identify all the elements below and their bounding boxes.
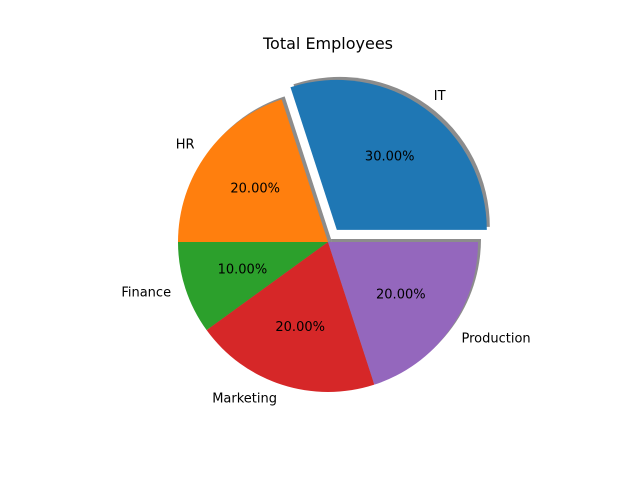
slice-percent-finance: 10.00%	[218, 262, 268, 277]
slice-label-production: Production	[461, 331, 530, 346]
slice-marketing	[206, 242, 375, 392]
slice-label-marketing: Marketing	[212, 391, 277, 406]
slice-label-finance: Finance	[121, 285, 171, 300]
slice-percent-it: 30.00%	[365, 150, 415, 165]
slice-production	[328, 242, 478, 385]
slice-label-hr: HR	[176, 138, 195, 153]
slice-label-it: IT	[434, 89, 446, 104]
slice-percent-labels: 30.00% 20.00% 10.00% 20.00% 20.00%	[218, 150, 426, 336]
slice-percent-hr: 20.00%	[230, 182, 280, 197]
slice-hr	[178, 99, 328, 242]
chart-title: Total Employees	[262, 34, 393, 53]
slice-finance	[178, 242, 328, 331]
slice-percent-production: 20.00%	[376, 287, 426, 302]
pie-slices	[178, 79, 487, 392]
slice-it	[290, 79, 487, 230]
slice-percent-marketing: 20.00%	[275, 320, 325, 335]
slice-labels: IT HR Finance Marketing Production	[121, 89, 530, 407]
